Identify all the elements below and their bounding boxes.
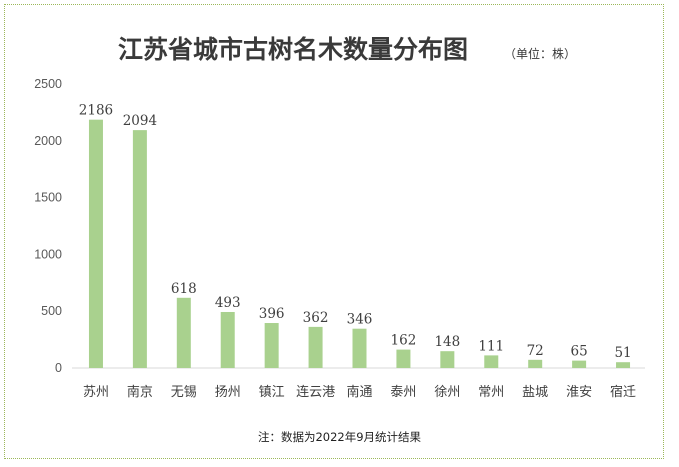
bars [88, 119, 631, 368]
bar [176, 297, 191, 368]
bar [264, 323, 279, 368]
bar [352, 328, 367, 368]
data-label: 65 [571, 344, 588, 360]
footnote: 注：数据为2022年9月统计结果 [258, 430, 422, 444]
x-tick-label: 常州 [478, 385, 504, 400]
data-label: 111 [478, 338, 504, 354]
data-label: 362 [303, 310, 329, 326]
x-tick-label: 镇江 [259, 385, 285, 400]
chart-frame [4, 4, 664, 459]
x-axis: 苏州 南京 无锡 扬州 镇江 连云港 南通 泰州 徐州 常州 盐城 淮安 宿迁 [83, 384, 636, 400]
bar [484, 355, 499, 368]
chart-title: 江苏省城市古树名木数量分布图 [118, 35, 468, 64]
bar [572, 360, 587, 368]
y-tick-label: 0 [55, 361, 62, 375]
x-tick-label: 宿迁 [610, 384, 636, 400]
x-tick-label: 泰州 [390, 385, 416, 400]
x-tick-label: 连云港 [296, 384, 335, 400]
bar [616, 362, 631, 368]
data-label: 148 [434, 334, 460, 350]
data-label: 2186 [79, 103, 113, 119]
data-label: 162 [391, 333, 417, 349]
data-label: 346 [347, 312, 373, 328]
data-label: 72 [527, 343, 544, 359]
x-tick-label: 无锡 [171, 385, 197, 400]
y-tick-label: 500 [41, 304, 62, 318]
y-tick-label: 2000 [34, 134, 62, 148]
bar [220, 311, 235, 368]
bar [308, 326, 323, 368]
data-label: 493 [215, 295, 241, 311]
y-axis: 0 500 1000 1500 2000 2500 [34, 77, 62, 375]
data-label: 396 [259, 306, 285, 322]
bar [396, 349, 411, 368]
data-label: 51 [614, 345, 631, 361]
data-label: 618 [171, 281, 197, 297]
x-tick-label: 苏州 [83, 384, 109, 400]
x-tick-label: 淮安 [566, 385, 592, 400]
bar [528, 359, 543, 368]
x-tick-label: 徐州 [434, 385, 460, 400]
x-tick-label: 扬州 [215, 385, 241, 400]
x-tick-label: 盐城 [522, 385, 548, 400]
data-label: 2094 [123, 113, 157, 129]
y-tick-label: 2500 [34, 77, 62, 91]
bar [88, 119, 103, 368]
y-tick-label: 1000 [34, 247, 62, 261]
bar [440, 351, 455, 368]
data-labels: 2186 2094 618 493 396 362 346 162 148 111 72 65 51 [79, 103, 632, 362]
x-tick-label: 南京 [127, 384, 153, 400]
chart-subtitle: （单位：株） [504, 46, 576, 61]
bar [132, 130, 147, 368]
y-tick-label: 1500 [34, 191, 62, 205]
x-tick-label: 南通 [346, 384, 372, 400]
